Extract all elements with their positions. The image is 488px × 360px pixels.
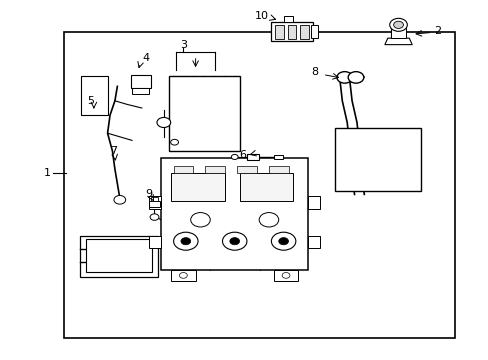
Text: 1: 1 xyxy=(44,168,51,178)
Circle shape xyxy=(157,117,170,127)
Bar xyxy=(271,22,312,41)
Text: 7: 7 xyxy=(110,146,117,156)
Circle shape xyxy=(278,238,288,245)
Text: 9: 9 xyxy=(145,189,152,199)
Bar xyxy=(171,173,224,201)
Bar xyxy=(273,155,282,159)
Circle shape xyxy=(229,238,239,245)
Circle shape xyxy=(181,238,190,245)
Circle shape xyxy=(336,72,352,83)
Circle shape xyxy=(393,21,403,28)
Bar xyxy=(173,166,193,173)
Bar xyxy=(63,32,454,338)
Bar xyxy=(287,25,296,39)
Circle shape xyxy=(259,212,278,227)
Bar xyxy=(80,236,158,277)
Bar xyxy=(307,196,320,209)
Bar xyxy=(85,239,151,272)
Bar xyxy=(268,166,288,173)
Bar xyxy=(168,76,239,151)
Bar xyxy=(334,128,420,191)
Circle shape xyxy=(231,154,238,159)
Circle shape xyxy=(150,214,159,220)
Bar xyxy=(283,16,293,22)
Bar xyxy=(149,196,161,209)
Circle shape xyxy=(271,232,295,250)
Circle shape xyxy=(179,273,187,278)
Bar xyxy=(150,197,158,201)
Bar xyxy=(299,25,308,39)
Bar xyxy=(237,166,256,173)
Bar xyxy=(307,236,320,248)
Text: 6: 6 xyxy=(239,150,246,160)
Bar xyxy=(239,173,293,201)
Polygon shape xyxy=(384,38,411,45)
Circle shape xyxy=(282,273,289,278)
Text: 2: 2 xyxy=(434,26,441,36)
Text: 3: 3 xyxy=(180,40,186,50)
Bar xyxy=(275,25,284,39)
Bar xyxy=(390,28,406,38)
Bar xyxy=(310,25,317,38)
Circle shape xyxy=(170,139,178,145)
Circle shape xyxy=(190,212,210,227)
Text: 4: 4 xyxy=(142,53,149,63)
Bar xyxy=(81,76,107,115)
Bar xyxy=(132,88,149,94)
Circle shape xyxy=(222,232,246,250)
Bar xyxy=(130,75,151,88)
Text: 8: 8 xyxy=(310,67,317,77)
Circle shape xyxy=(389,18,407,31)
Bar xyxy=(149,236,161,248)
Bar xyxy=(149,201,160,207)
Circle shape xyxy=(173,232,198,250)
Bar xyxy=(273,270,298,281)
Bar xyxy=(246,154,259,160)
Text: 10: 10 xyxy=(255,11,268,21)
Bar xyxy=(205,166,224,173)
Bar xyxy=(161,158,307,270)
Bar xyxy=(171,270,195,281)
Circle shape xyxy=(347,72,363,83)
Text: 5: 5 xyxy=(87,96,94,106)
Circle shape xyxy=(114,195,125,204)
